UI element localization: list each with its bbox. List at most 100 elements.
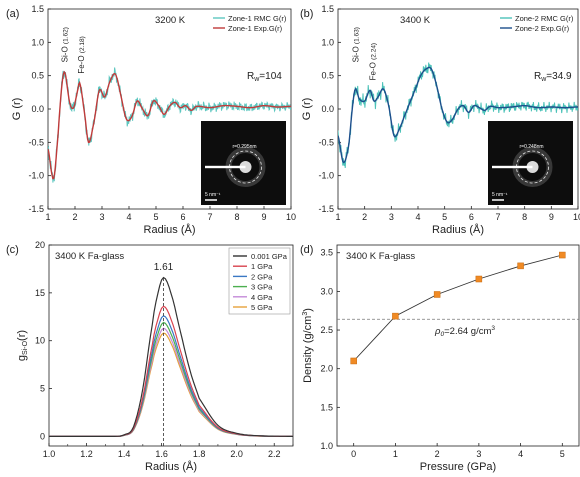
x-tick-label: 5 xyxy=(442,212,447,222)
peak-name: Si-O xyxy=(61,44,70,62)
density-point xyxy=(392,312,399,320)
legend-label: Zone-1 RMC G(r) xyxy=(228,14,287,23)
diffraction-ring xyxy=(229,150,262,184)
x-tick-label: 7 xyxy=(495,212,500,222)
x-tick-label: 1.6 xyxy=(155,449,168,459)
x-tick-label: 1 xyxy=(335,212,340,222)
rw-symbol: R xyxy=(247,71,254,82)
panel-title: 3400 K Fa-glass xyxy=(55,251,124,262)
y-label-sup: 3 xyxy=(302,312,309,316)
ref-subscript: 0 xyxy=(441,331,445,338)
y-tick-label: 0 xyxy=(40,431,45,441)
y-tick-label: 1.0 xyxy=(321,37,334,47)
legend-label: Zone-1 Exp.G(r) xyxy=(228,24,283,33)
y-tick-label: -1.0 xyxy=(28,171,44,181)
y-tick-label: -1.5 xyxy=(318,204,334,214)
legend-label: 4 GPa xyxy=(251,293,273,302)
y-axis-label: G (r) xyxy=(301,98,313,121)
peak-label: Si-O (1.62) xyxy=(61,27,70,62)
x-tick-label: 1.8 xyxy=(193,449,206,459)
reference-label: ρ0=2.64 g/cm3 xyxy=(434,325,495,338)
legend: Zone-1 RMC G(r)Zone-1 Exp.G(r) xyxy=(213,14,287,33)
x-tick-label: 1 xyxy=(45,212,50,222)
y-label-tail: ) xyxy=(302,308,314,312)
peak-value: (1.62) xyxy=(63,27,70,44)
scale-label: 5 nm⁻¹ xyxy=(205,192,221,198)
legend-label: 5 GPa xyxy=(251,303,273,312)
y-tick-label: -1.5 xyxy=(28,204,44,214)
x-tick-label: 4 xyxy=(518,449,523,459)
legend-label: 0.001 GPa xyxy=(251,252,288,261)
density-line xyxy=(353,254,563,362)
y-tick-label: 3.0 xyxy=(320,286,333,296)
legend: Zone-2 RMC G(r)Zone-2 Exp.G(r) xyxy=(500,14,574,33)
y-label-tail: (r) xyxy=(16,330,28,341)
x-tick-label: 3 xyxy=(476,449,481,459)
scale-label: 5 nm⁻¹ xyxy=(492,192,508,198)
density-point xyxy=(350,357,357,365)
y-tick-label: 0.0 xyxy=(31,104,44,114)
ref-sup: 3 xyxy=(491,325,495,332)
rw-label: Rw=104 xyxy=(247,71,282,83)
peak-name: Fe-O xyxy=(369,60,378,80)
x-tick-label: 1 xyxy=(393,449,398,459)
x-tick-label: 9 xyxy=(261,212,266,222)
peak-label: Fe-O (2.24) xyxy=(369,43,378,80)
plot-frame xyxy=(336,244,580,447)
x-tick-label: 4 xyxy=(126,212,131,222)
y-tick-label: 15 xyxy=(35,288,45,298)
x-tick-label: 5 xyxy=(153,212,158,222)
peak-name: Si-O xyxy=(351,44,360,62)
peak-label: Fe-O (2.18) xyxy=(77,36,86,73)
density-point xyxy=(559,251,566,259)
diffraction-inset: r=0.248nm 5 nm⁻¹ xyxy=(488,121,573,205)
y-tick-label: 2.0 xyxy=(320,364,333,374)
x-tick-label: 7 xyxy=(207,212,212,222)
x-axis-label: Radius (Å) xyxy=(145,460,197,473)
panel-title: 3400 K xyxy=(400,15,431,26)
series-line-5-GPa xyxy=(49,332,293,437)
beam-stop xyxy=(205,165,246,169)
y-tick-label: 1.0 xyxy=(320,441,333,451)
diffraction-ring xyxy=(516,150,549,184)
x-tick-label: 5 xyxy=(560,449,565,459)
peak-value: (1.63) xyxy=(353,27,360,44)
x-tick-label: 10 xyxy=(286,212,296,222)
panel-title: 3200 K xyxy=(155,15,186,26)
rw-value: =104 xyxy=(259,71,282,82)
y-tick-label: -1.0 xyxy=(318,171,334,181)
x-tick-label: 2.2 xyxy=(268,449,281,459)
peak-marker-label: 1.61 xyxy=(154,262,174,273)
y-axis-label: Density (g/cm3) xyxy=(302,308,314,383)
x-tick-label: 2.0 xyxy=(230,449,243,459)
ref-value: =2.64 g/cm xyxy=(444,326,491,337)
y-label-main: g xyxy=(16,355,28,361)
x-tick-label: 6 xyxy=(180,212,185,222)
x-tick-label: 6 xyxy=(469,212,474,222)
x-axis-label: Radius (Å) xyxy=(432,223,484,236)
y-tick-label: -0.5 xyxy=(28,137,44,147)
rw-label: Rw=34.9 xyxy=(534,71,572,83)
plot-frame xyxy=(48,244,294,447)
x-tick-label: 10 xyxy=(573,212,580,222)
series-line-1-GPa xyxy=(49,305,293,437)
panel-label: (a) xyxy=(6,8,19,20)
series-line-1 xyxy=(48,70,291,180)
peak-value: (2.18) xyxy=(79,36,86,53)
rw-value: =34.9 xyxy=(546,71,572,82)
ref-symbol: ρ xyxy=(434,326,441,337)
density-point xyxy=(517,262,524,270)
legend-label: 3 GPa xyxy=(251,283,273,292)
y-tick-label: 1.5 xyxy=(320,402,333,412)
y-label-main: Density (g/cm xyxy=(302,316,314,383)
x-tick-label: 0 xyxy=(351,449,356,459)
ring-label: r=0.248nm xyxy=(520,144,544,150)
y-axis-label: gSi-O(r) xyxy=(16,330,29,361)
y-tick-label: 1.5 xyxy=(31,4,44,14)
x-tick-label: 8 xyxy=(234,212,239,222)
x-tick-label: 1.2 xyxy=(80,449,93,459)
peak-name: Fe-O xyxy=(77,53,86,73)
legend-label: 2 GPa xyxy=(251,272,273,281)
